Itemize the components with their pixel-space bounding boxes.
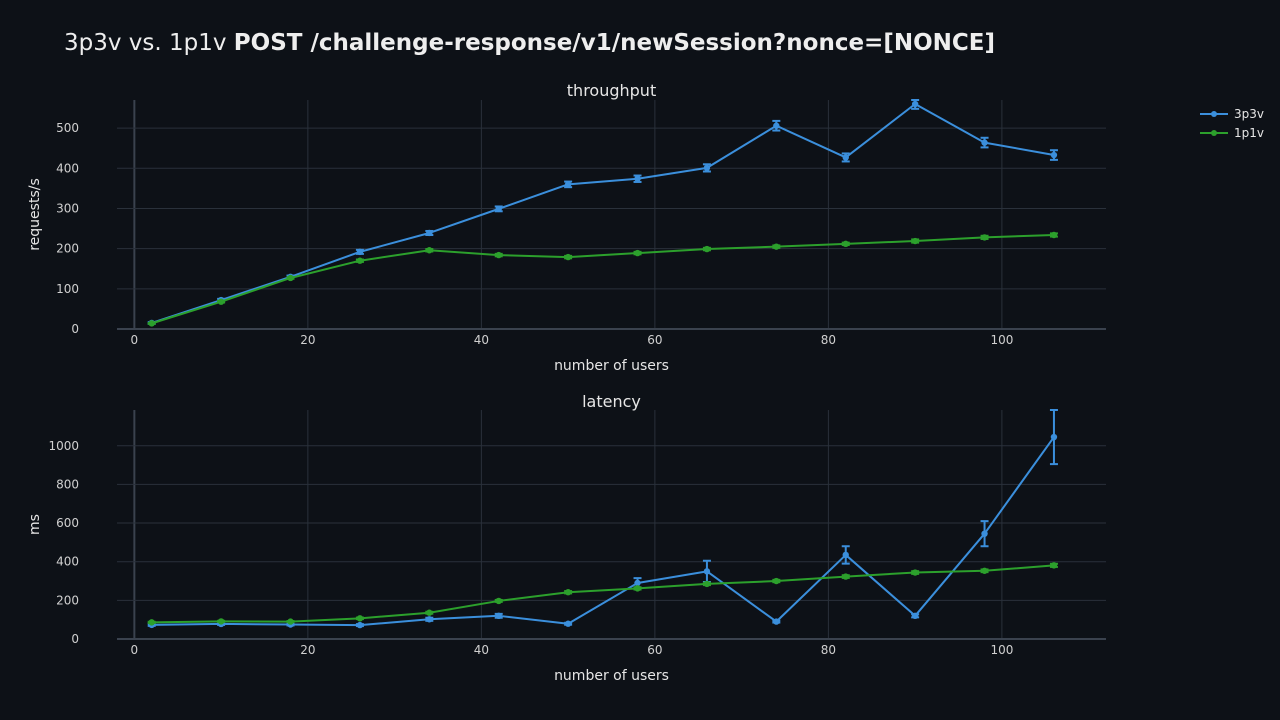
latency-series-1p1v-point — [426, 609, 433, 616]
legend-label-1p1v: 1p1v — [1234, 126, 1264, 140]
latency-series-3p3v-point — [634, 579, 641, 587]
throughput-xtick-label: 80 — [821, 333, 836, 347]
throughput-series-3p3v-point — [773, 122, 780, 129]
latency-series-1p1v-point — [1050, 562, 1058, 569]
throughput-xtick-label: 100 — [990, 333, 1013, 347]
throughput-series-3p3v-point — [703, 164, 711, 172]
throughput-subplot-title: throughput — [567, 81, 656, 100]
throughput-ytick-label: 100 — [56, 282, 79, 296]
latency-series-1p1v-point — [981, 567, 988, 574]
throughput-xtick-label: 20 — [300, 333, 315, 347]
latency-x-axis-label: number of users — [554, 668, 669, 684]
throughput-xtick-label: 60 — [647, 333, 662, 347]
throughput-series-3p3v-point — [426, 229, 433, 237]
throughput-series-3p3v-point — [634, 175, 641, 182]
throughput-series-3p3v-point — [1050, 151, 1058, 159]
legend-item-1p1v[interactable]: 1p1v — [1200, 126, 1264, 140]
latency-series-3p3v-point — [495, 612, 502, 620]
throughput-series-1p1v-point — [287, 274, 294, 282]
throughput-series-1p1v-point — [356, 257, 364, 264]
latency-series-3p3v-point — [981, 530, 988, 537]
latency-xtick-label: 40 — [474, 643, 489, 657]
throughput-series-1p1v-point — [426, 247, 433, 254]
legend-label-3p3v: 3p3v — [1234, 107, 1264, 121]
throughput-series-1p1v-point — [911, 237, 919, 245]
latency-xtick-label: 0 — [131, 643, 139, 657]
latency-series-3p3v-point — [911, 612, 919, 620]
latency-ytick-label: 600 — [56, 516, 79, 530]
latency-xtick-label: 60 — [647, 643, 662, 657]
throughput-series-1p1v-point — [773, 243, 780, 250]
latency-series-1p1v-point — [217, 618, 225, 625]
latency-series-3p3v-line — [151, 436, 1055, 627]
latency-series-1p1v-line — [151, 564, 1055, 624]
throughput-xtick-label: 40 — [474, 333, 489, 347]
latency-series-3p3v-point — [564, 620, 572, 627]
throughput-series-1p1v-point — [564, 253, 572, 261]
latency-series-1p1v-point — [703, 580, 711, 588]
latency-xtick-label: 80 — [821, 643, 836, 657]
throughput-series-3p3v-point — [981, 139, 988, 146]
throughput-panel: 0 20 40 60 80 100 0 100 200 300 400 500 throughput nu… — [27, 81, 1106, 374]
latency-series-1p1v-point — [495, 597, 502, 605]
latency-series-3p3v-point — [426, 616, 433, 623]
latency-ytick-label: 200 — [56, 593, 79, 607]
throughput-series-3p3v-point — [495, 205, 502, 213]
throughput-series-3p3v-point — [564, 181, 572, 188]
legend: 3p3v 1p1v — [1200, 107, 1264, 140]
chart-title-prefix: 3p3v vs. 1p1v — [64, 30, 234, 56]
throughput-x-axis-label: number of users — [554, 358, 669, 374]
throughput-ytick-label: 300 — [56, 201, 79, 215]
throughput-series-1p1v-point — [842, 240, 849, 248]
throughput-xtick-label: 0 — [131, 333, 139, 347]
latency-xtick-label: 100 — [990, 643, 1013, 657]
throughput-series-3p3v-point — [842, 154, 849, 161]
throughput-series-1p1v-line — [151, 233, 1054, 325]
throughput-series-3p3v-line — [151, 103, 1055, 324]
legend-item-3p3v[interactable]: 3p3v — [1200, 107, 1264, 121]
latency-series-3p3v-point — [1050, 433, 1058, 441]
chart-title: 3p3v vs. 1p1v POST /challenge-response/v… — [64, 30, 995, 56]
latency-series-1p1v-point — [148, 619, 155, 626]
latency-series-3p3v-point — [703, 568, 711, 575]
throughput-ytick-label: 500 — [56, 121, 79, 135]
throughput-series-3p3v-point — [356, 248, 364, 256]
throughput-series-1p1v-point — [1050, 231, 1058, 239]
chart-title-endpoint: POST /challenge-response/v1/newSession?n… — [234, 30, 995, 56]
throughput-ytick-label: 200 — [56, 242, 79, 256]
latency-ytick-label: 0 — [71, 632, 79, 646]
throughput-ytick-label: 0 — [71, 322, 79, 336]
latency-ytick-label: 1000 — [48, 439, 79, 453]
throughput-series-1p1v-point — [634, 249, 641, 257]
latency-subplot-title: latency — [582, 392, 641, 411]
latency-series-1p1v-point — [287, 618, 294, 625]
throughput-series-3p3v-point — [911, 100, 919, 108]
throughput-series-1p1v-point — [217, 298, 225, 305]
latency-series-1p1v-point — [564, 589, 572, 596]
throughput-y-axis-label: requests/s — [27, 178, 43, 251]
latency-y-axis-label: ms — [27, 514, 43, 535]
latency-series-3p3v-point — [356, 621, 364, 629]
latency-series-1p1v-point — [634, 585, 641, 592]
throughput-ytick-label: 400 — [56, 161, 79, 175]
latency-series-1p1v-point — [356, 615, 364, 622]
latency-ytick-label: 800 — [56, 477, 79, 491]
throughput-series-1p1v-point — [703, 245, 711, 253]
latency-series-3p3v-point — [842, 551, 849, 559]
latency-series-1p1v-point — [911, 569, 919, 576]
latency-xtick-label: 20 — [300, 643, 315, 657]
throughput-series-1p1v-point — [148, 320, 155, 327]
latency-panel: 0 20 40 60 80 10002004006008001000latencynumb… — [27, 392, 1106, 684]
latency-series-3p3v-point — [773, 618, 780, 625]
latency-series-1p1v-point — [773, 577, 780, 585]
throughput-series-1p1v-point — [495, 251, 502, 259]
throughput-series-1p1v-point — [981, 234, 988, 241]
latency-series-1p1v-point — [842, 573, 849, 580]
latency-ytick-label: 400 — [56, 555, 79, 569]
